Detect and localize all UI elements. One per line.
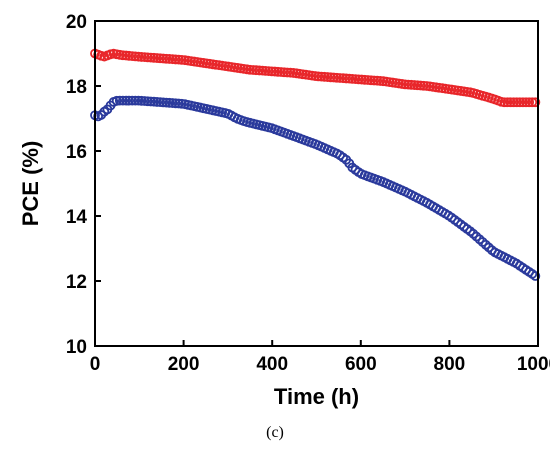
- y-tick-label: 10: [66, 337, 87, 358]
- data-point: [527, 97, 538, 108]
- plot-frame: [94, 20, 539, 347]
- data-point: [502, 97, 513, 108]
- data-point: [499, 97, 510, 108]
- y-tick-label: 14: [66, 207, 88, 228]
- data-point: [508, 97, 519, 108]
- data-point: [111, 95, 122, 106]
- y-axis-title: PCE (%): [18, 141, 43, 227]
- y-tick-label: 20: [66, 12, 87, 33]
- series-1: [90, 48, 541, 108]
- data-point: [133, 95, 144, 106]
- data-point: [530, 271, 541, 281]
- x-tick-label: 1000: [517, 354, 550, 375]
- data-point: [505, 97, 516, 108]
- data-point: [114, 95, 125, 106]
- data-point: [518, 97, 528, 108]
- y-tick-label: 16: [66, 142, 87, 163]
- data-point: [514, 97, 525, 108]
- data-point: [121, 95, 131, 106]
- data-points: [90, 48, 541, 281]
- x-tick-label: 800: [434, 354, 466, 375]
- y-axis: 10 12 14 16 18 20: [66, 12, 101, 358]
- x-tick-label: 0: [90, 354, 101, 375]
- data-point: [130, 95, 141, 106]
- x-axis: 0 200 400 600 800 1000: [90, 340, 550, 375]
- data-point: [124, 95, 135, 106]
- figure-caption: (c): [266, 424, 284, 441]
- x-tick-label: 600: [345, 354, 377, 375]
- data-point: [511, 97, 522, 108]
- data-point: [521, 97, 531, 108]
- data-point: [530, 97, 541, 108]
- x-tick-label: 400: [256, 354, 288, 375]
- series-2: [90, 95, 541, 281]
- x-tick-label: 200: [168, 354, 200, 375]
- x-axis-title: Time (h): [274, 384, 359, 409]
- data-point: [118, 95, 128, 106]
- data-point: [127, 95, 138, 106]
- y-tick-label: 12: [66, 272, 87, 293]
- y-tick-label: 18: [66, 77, 87, 98]
- data-point: [524, 97, 535, 108]
